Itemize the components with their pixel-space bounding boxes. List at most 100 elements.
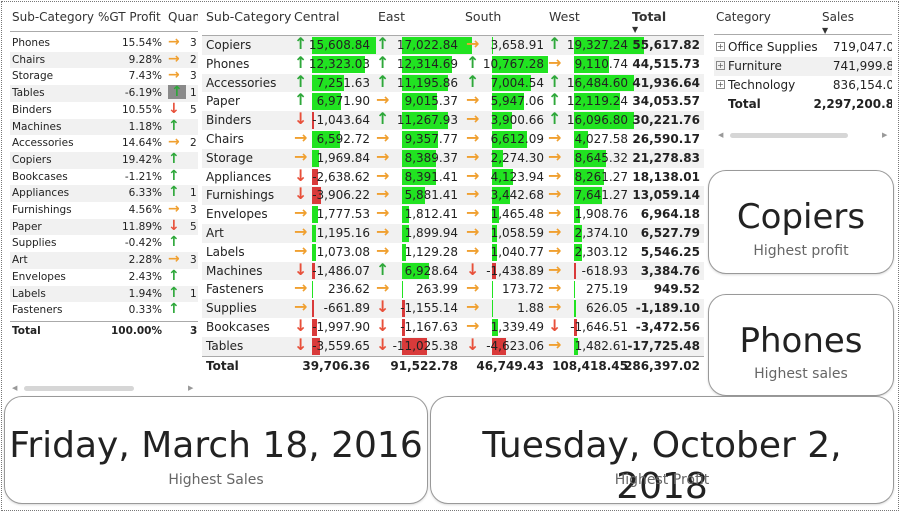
matrix-row[interactable]: Bookcases ↓ -1,997.90 ↓ -1,167.63 → 1,339.49 ↓ -…: [202, 318, 704, 337]
loss-bar: [312, 300, 314, 317]
table-row[interactable]: Art 2.28% → 3: [10, 252, 198, 269]
down-arrow-icon: ↓: [294, 259, 308, 279]
matrix-row[interactable]: Machines ↓ -1,486.07 ↑ 6,928.64 ↓ -1,438.89 → -6…: [202, 259, 704, 281]
table-row[interactable]: Paper 11.89% ↓ 5: [10, 218, 198, 236]
row-subcategory: Storage: [12, 70, 54, 83]
row-gt-profit: 10.55%: [121, 103, 162, 116]
profit-bar: [402, 281, 403, 299]
up-arrow-icon: ↑: [168, 301, 180, 318]
header-east[interactable]: East: [378, 9, 405, 24]
matrix-row[interactable]: Copiers ↑ 15,608.84 ↑ 17,022.84 → 3,658.91 ↑ 19,…: [202, 36, 704, 55]
table-row[interactable]: Tables -6.19% ↑ 1: [10, 85, 198, 102]
scroll-right-icon[interactable]: ▶: [188, 384, 194, 392]
down-arrow-icon: ↓: [376, 316, 390, 335]
row-sales: 719,047.0: [832, 40, 892, 54]
highest-sales-date-card[interactable]: Friday, March 18, 2016 Highest Sales: [4, 396, 428, 504]
header-south[interactable]: South: [465, 9, 502, 24]
row-total: 6,964.18: [640, 207, 700, 222]
expand-icon[interactable]: +: [716, 80, 725, 89]
table-row[interactable]: Labels 1.94% ↑ 1: [10, 285, 198, 303]
up-arrow-icon: ↑: [294, 90, 308, 110]
category-sales-table[interactable]: Category Sales ▼ + Office Supplies 719,047…: [710, 4, 892, 164]
table-row[interactable]: + Furniture 741,999.8: [714, 57, 892, 76]
region-matrix-visual[interactable]: Sub-Category Central East South West Total ▼ Co…: [202, 4, 704, 396]
table-row[interactable]: Machines 1.18% ↑: [10, 118, 198, 136]
row-quantity: 3: [190, 254, 197, 267]
row-subcategory: Copiers: [12, 153, 52, 166]
up-arrow-icon: ↑: [168, 267, 180, 284]
table-row[interactable]: Furnishings 4.56% → 3: [10, 202, 198, 219]
table-row[interactable]: Appliances 6.33% ↑ 1: [10, 185, 198, 202]
expand-icon[interactable]: +: [716, 42, 725, 51]
matrix-row[interactable]: Appliances ↓ -2,638.62 → 8,391.41 → 4,123.94 → 8…: [202, 165, 704, 187]
left-table-visual[interactable]: Sub-Category %GT Profit Quan Phones 15.54…: [6, 4, 198, 396]
side-arrow-icon: →: [294, 146, 308, 166]
card-value: Friday, March 18, 2016: [9, 425, 423, 466]
profit-bar: [312, 206, 319, 223]
matrix-row[interactable]: Chairs → 6,592.72 → 9,357.77 → 6,612.09 → 4,027.…: [202, 130, 704, 149]
matrix-row[interactable]: Fasteners → 236.62 → 263.99 → 173.72 → 275.19 949…: [202, 280, 704, 299]
profit-bar: [402, 149, 436, 167]
header-quantity[interactable]: Quan: [168, 10, 198, 24]
table-row[interactable]: + Technology 836,154.0: [714, 76, 892, 95]
horizontal-scrollbar[interactable]: [730, 133, 848, 138]
highest-profit-card[interactable]: Copiers Highest profit: [708, 170, 894, 274]
table-row[interactable]: Binders 10.55% ↓ 5: [10, 102, 198, 119]
cell-value: 275.19: [586, 282, 628, 297]
table-row[interactable]: Bookcases -1.21% ↑: [10, 169, 198, 186]
down-arrow-icon: ↓: [294, 184, 308, 204]
expand-icon[interactable]: +: [716, 61, 725, 70]
row-total: 21,278.83: [632, 150, 700, 165]
header-gt-profit[interactable]: %GT Profit: [98, 10, 161, 24]
matrix-row[interactable]: Art → 1,195.16 → 1,899.94 → 1,058.59 → 2,374.10 6…: [202, 224, 704, 243]
row-subcategory: Appliances: [12, 187, 70, 200]
sort-descending-icon[interactable]: ▼: [632, 25, 639, 34]
sort-descending-icon[interactable]: ▼: [822, 26, 829, 35]
matrix-row[interactable]: Tables ↓ -3,559.65 ↓ -11,025.38 ↓ -4,623.06 → 1,…: [202, 336, 704, 356]
table-row[interactable]: Fasteners 0.33% ↑: [10, 302, 198, 319]
profit-bar: [402, 262, 429, 280]
matrix-row[interactable]: Phones ↑ 12,323.03 ↑ 12,314.69 ↑ 10,767.28 → 9,1…: [202, 54, 704, 74]
up-arrow-icon: ↑: [376, 109, 390, 129]
table-row[interactable]: Accessories 14.64% → 2: [10, 135, 198, 152]
profit-bar: [312, 93, 342, 111]
table-row[interactable]: Phones 15.54% → 3: [10, 35, 198, 52]
header-sales[interactable]: Sales: [822, 10, 854, 24]
table-row[interactable]: Chairs 9.28% → 2: [10, 51, 198, 69]
header-subcategory[interactable]: Sub-Category: [12, 10, 94, 24]
header-subcategory[interactable]: Sub-Category: [206, 9, 292, 24]
scroll-left-icon[interactable]: ◀: [12, 384, 18, 392]
cell-value: -1,486.07: [312, 263, 370, 278]
header-central[interactable]: Central: [294, 9, 340, 24]
cell-value: 6,928.64: [404, 263, 458, 278]
matrix-row[interactable]: Storage → 1,969.84 → 8,389.37 → 2,274.30 → 8,645…: [202, 146, 704, 168]
total-quantity: 37: [190, 324, 198, 337]
table-row[interactable]: + Office Supplies 719,047.0: [714, 38, 892, 57]
profit-bar: [492, 131, 527, 148]
row-gt-profit: 1.18%: [128, 120, 162, 133]
matrix-row[interactable]: Labels → 1,073.08 → 1,129.28 → 1,040.77 → 2,303.…: [202, 242, 704, 262]
highest-sales-card[interactable]: Phones Highest sales: [708, 294, 894, 396]
side-arrow-icon: →: [376, 165, 390, 185]
matrix-row[interactable]: Envelopes → 1,777.53 → 1,812.41 → 1,465.48 → 1,9…: [202, 205, 704, 224]
card-label: Highest profit: [753, 243, 849, 259]
scroll-right-icon[interactable]: ▶: [882, 131, 888, 139]
matrix-row[interactable]: Supplies → -661.89 ↓ -1,155.14 → 1.88 → 626.05 -1…: [202, 299, 704, 318]
horizontal-scrollbar[interactable]: [24, 386, 134, 391]
highest-profit-date-card[interactable]: Tuesday, October 2, 2018 Highest Profit: [430, 396, 894, 507]
table-row[interactable]: Envelopes 2.43% ↑: [10, 269, 198, 286]
matrix-row[interactable]: Accessories ↑ 7,251.63 ↑ 11,195.86 ↑ 7,004.54 ↑…: [202, 71, 704, 93]
matrix-row[interactable]: Paper ↑ 6,971.90 → 9,015.37 → 5,947.06 ↑ 12,119.…: [202, 92, 704, 111]
matrix-row[interactable]: Furnishings ↓ -3,906.22 → 5,881.41 → 3,442.68 →…: [202, 184, 704, 206]
header-west[interactable]: West: [549, 9, 580, 24]
header-total[interactable]: Total: [632, 9, 667, 24]
scroll-left-icon[interactable]: ◀: [718, 131, 724, 139]
up-arrow-icon: ↑: [466, 71, 480, 91]
table-row[interactable]: Copiers 19.42% ↑: [10, 151, 198, 169]
header-category[interactable]: Category: [716, 10, 771, 24]
matrix-row[interactable]: Binders ↓ -1,043.64 ↑ 11,267.93 → 3,900.66 ↑ 16,…: [202, 111, 704, 130]
cell-value: 2,374.10: [574, 226, 628, 240]
table-row[interactable]: Supplies -0.42% ↑: [10, 235, 198, 252]
table-row[interactable]: Storage 7.43% → 3: [10, 68, 198, 85]
row-subcategory: Tables: [206, 338, 244, 353]
